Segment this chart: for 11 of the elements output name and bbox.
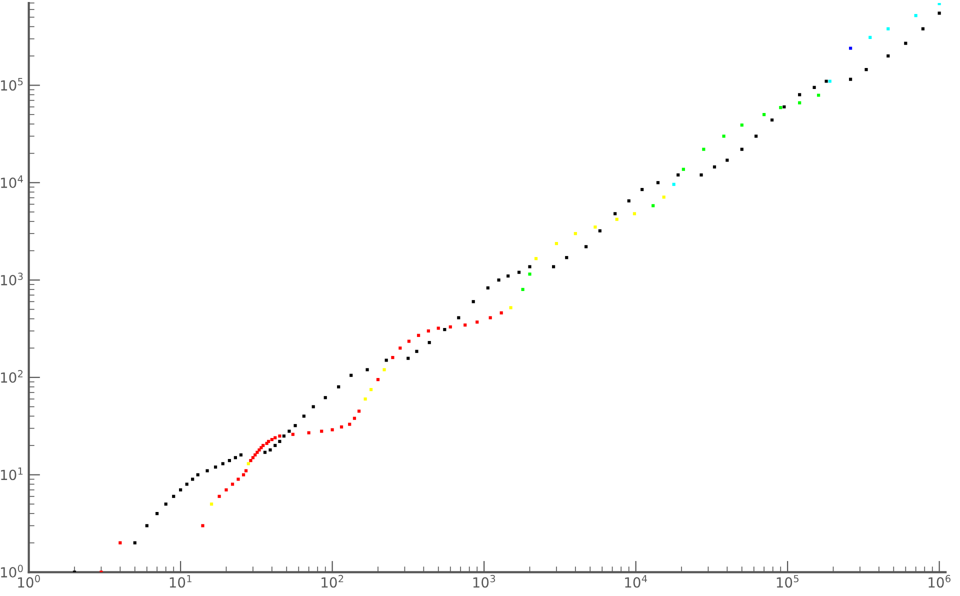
y-tick-label: 10$^{2}$ bbox=[1, 370, 23, 383]
x-tick-label: 10$^{3}$ bbox=[473, 574, 496, 588]
y-tick-label: 10$^{1}$ bbox=[1, 468, 23, 480]
y-tick-label: 10$^{5}$ bbox=[1, 78, 23, 91]
x-tick-label: 10$^{2}$ bbox=[322, 574, 344, 588]
y-tick-label: 10$^{3}$ bbox=[1, 272, 23, 286]
x-tick-label: 10$^{5}$ bbox=[776, 575, 798, 588]
x-tick-label: 10$^{6}$ bbox=[928, 574, 950, 588]
y-tick-label: 10$^{4}$ bbox=[1, 175, 23, 188]
x-tick-label: 10$^{4}$ bbox=[625, 575, 648, 588]
x-tick-label: 10$^{1}$ bbox=[170, 575, 192, 588]
